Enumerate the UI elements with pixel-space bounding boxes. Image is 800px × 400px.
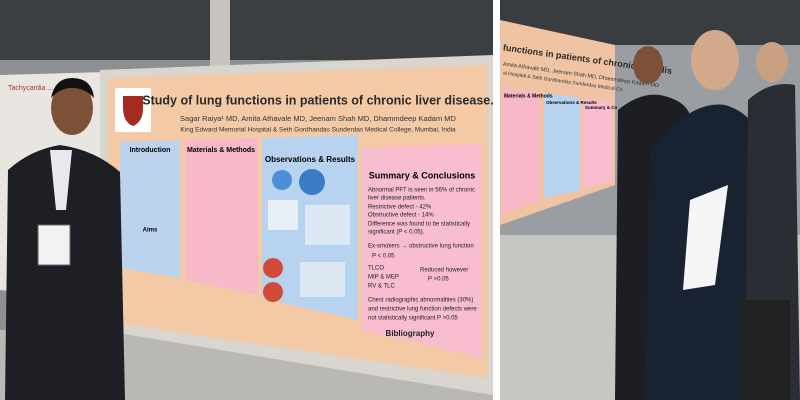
introduction-panel (120, 140, 180, 278)
summary-panel (362, 144, 482, 358)
bag (740, 300, 790, 400)
pillar (210, 0, 230, 70)
chart-graphic (305, 205, 350, 245)
summary-line: Obstructive defect - 14% (368, 213, 434, 219)
presenter-head (633, 46, 663, 84)
summary-line: P >0.05 (428, 277, 449, 283)
summary-line: TLCO (368, 266, 384, 272)
summary-line: MIP & MEP (368, 275, 399, 281)
pie-graphic (263, 282, 283, 302)
section-heading: Summary & Conclusions (369, 170, 476, 180)
person-hair (51, 78, 94, 98)
summary-line: Restrictive defect - 42% (368, 205, 432, 211)
summary-line: liver disease patients. (368, 196, 426, 202)
summary-panel (583, 98, 612, 188)
summary-text: Abnormal PFT is seen in 56% of chronic li… (368, 188, 477, 322)
section-heading: Materials & Methods (187, 147, 255, 154)
logo (123, 96, 143, 126)
pie-graphic (272, 170, 292, 190)
summary-line: Chest radiographic abnormalities (30%) (368, 298, 473, 304)
summary-line: P < 0.05 (372, 254, 395, 260)
poster-institution: King Edward Memorial Hospital & Seth Gor… (180, 127, 456, 134)
poster-authors: Sagar Raiya¹ MD, Amita Athavale MD, Jeen… (180, 114, 457, 123)
bibliography-heading: Bibliography (386, 329, 435, 338)
aims-heading: Aims (143, 228, 158, 234)
summary-line: not statistically significant P >0.05 (368, 316, 458, 322)
methods-panel (502, 88, 540, 215)
listener-head (691, 30, 739, 90)
pie-graphic (299, 169, 325, 195)
person-head (51, 81, 93, 135)
side-poster-title: Tachycardia ... case (8, 85, 70, 92)
section-heading: Observations & Results (265, 155, 356, 164)
attendee-head (756, 42, 788, 82)
summary-line: Abnormal PFT is seen in 56% of chronic (368, 188, 475, 194)
summary-line: significant (P < 0.05). (368, 230, 425, 236)
summary-line: Reduced however (420, 268, 468, 274)
pie-graphic (263, 258, 283, 278)
table-graphic (268, 200, 298, 230)
section-heading: Observations & Results (546, 100, 597, 105)
summary-line: and restrictive lung function defects we… (368, 307, 477, 313)
right-photo: functions in patients of chronic liver d… (500, 0, 800, 400)
section-heading: Materials & Methods (504, 93, 553, 99)
badge (37, 224, 71, 266)
summary-line: RV & TLC (368, 284, 395, 290)
section-heading: Summary & Co (585, 105, 618, 110)
methods-panel (185, 138, 258, 295)
paper-folder (683, 185, 728, 290)
section-heading: Introduction (130, 147, 171, 154)
person-shirt (50, 150, 72, 210)
chart-graphic (300, 262, 345, 297)
person-suit (5, 145, 125, 400)
summary-line: Ex-smokers → obstructive lung function (368, 244, 474, 250)
ceiling (0, 0, 493, 60)
summary-line: Difference was found to be statistically (368, 222, 470, 228)
left-photo: Tachycardia ... case Study of lung funct… (0, 0, 494, 400)
poster-title: Study of lung functions in patients of c… (142, 93, 493, 107)
results-panel (544, 93, 580, 198)
